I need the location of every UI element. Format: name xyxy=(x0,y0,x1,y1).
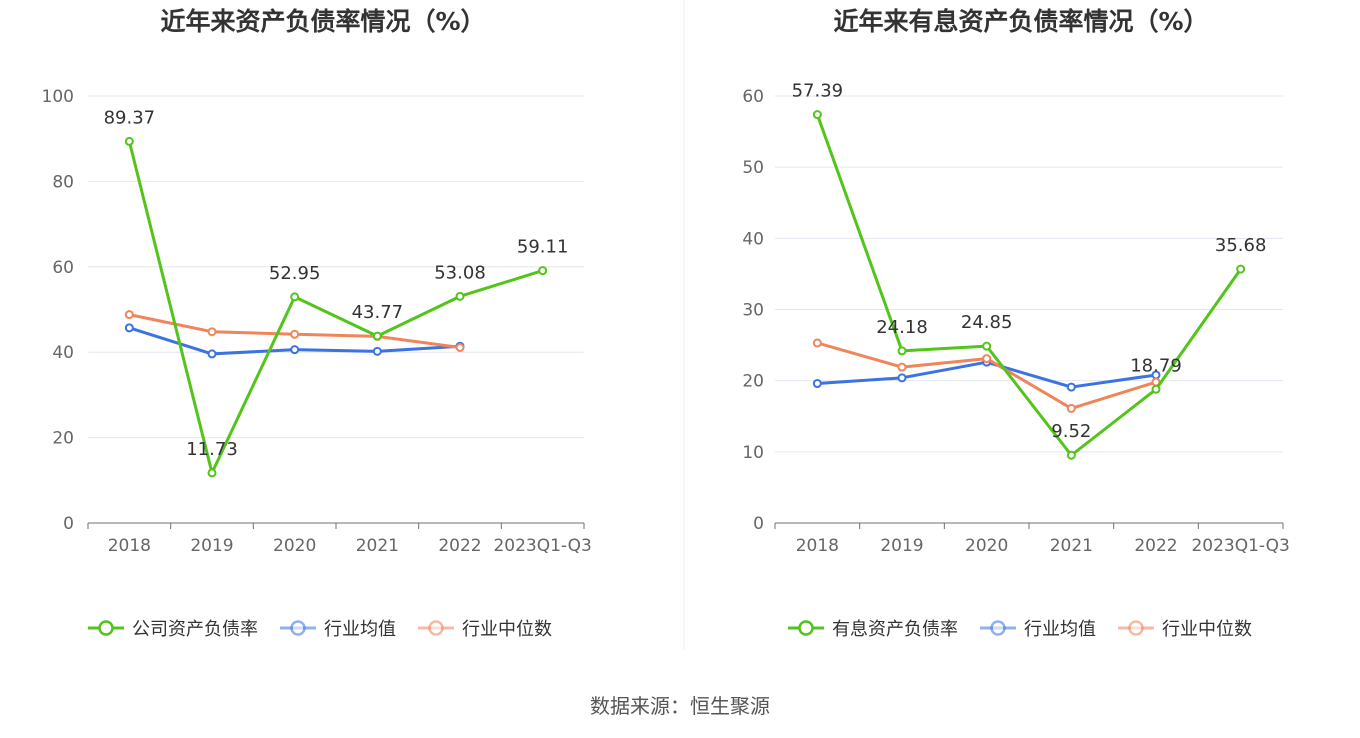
legend-label: 公司资产负债率 xyxy=(132,619,258,640)
legend-marker xyxy=(1128,620,1144,636)
data-label: 89.37 xyxy=(104,107,156,128)
legend-item-1: 公司资产负债率 xyxy=(88,619,258,640)
y-tick-label: 0 xyxy=(63,514,74,534)
y-tick-label: 40 xyxy=(52,343,74,363)
legend-item-1: 有息资产负债率 xyxy=(788,619,958,640)
legend-item-3: 行业中位数 xyxy=(1118,619,1252,640)
chart-title: 近年来资产负债率情况（%） xyxy=(160,7,485,36)
y-tick-label: 40 xyxy=(742,229,764,249)
x-tick-label: 2022 xyxy=(1134,536,1177,556)
data-point xyxy=(982,341,992,351)
series-line-3 xyxy=(816,341,1157,410)
data-label: 43.77 xyxy=(352,302,404,323)
data-point xyxy=(538,266,548,276)
x-tick-label: 2021 xyxy=(356,536,399,556)
data-point xyxy=(812,379,822,389)
y-tick-label: 60 xyxy=(52,258,74,278)
legend-label: 行业中位数 xyxy=(1162,619,1252,640)
chart-2: 近年来有息资产负债率情况（%） 0 10 20 30 40 50 60 2018 2019 2020… xyxy=(742,7,1290,640)
data-point xyxy=(897,346,907,356)
data-point xyxy=(812,338,822,348)
data-point xyxy=(897,362,907,372)
legend-marker xyxy=(290,620,306,636)
data-point xyxy=(897,373,907,383)
y-tick-label: 30 xyxy=(742,301,764,321)
x-tick-label: 2019 xyxy=(190,536,233,556)
y-tick-label: 0 xyxy=(753,514,764,534)
data-point xyxy=(372,346,382,356)
x-tick-label: 2018 xyxy=(796,536,839,556)
data-label: 11.73 xyxy=(186,439,238,460)
data-label: 57.39 xyxy=(792,81,844,102)
x-tick-label: 2023Q1-Q3 xyxy=(1191,536,1289,556)
y-tick-label: 100 xyxy=(42,87,74,107)
legend-item-2: 行业均值 xyxy=(280,619,396,640)
data-point xyxy=(982,354,992,364)
y-tick-label: 20 xyxy=(742,372,764,392)
data-label: 35.68 xyxy=(1215,235,1267,256)
data-point xyxy=(290,329,300,339)
chart-1: 近年来资产负债率情况（%） 0 20 40 60 80 100 2018 2019 2020 202… xyxy=(42,7,592,640)
legend-label: 行业中位数 xyxy=(462,619,552,640)
series-line-1 xyxy=(815,114,1242,457)
y-tick-label: 80 xyxy=(52,172,74,192)
series-line-1 xyxy=(127,141,544,475)
data-point xyxy=(124,310,134,320)
data-point xyxy=(1151,384,1161,394)
y-tick-label: 60 xyxy=(742,87,764,107)
x-tick-label: 2020 xyxy=(965,536,1008,556)
data-label: 18.79 xyxy=(1130,355,1182,376)
data-point xyxy=(812,110,822,120)
legend-marker xyxy=(428,620,444,636)
data-point xyxy=(1066,450,1076,460)
data-point xyxy=(1066,382,1076,392)
x-tick-label: 2023Q1-Q3 xyxy=(493,536,591,556)
data-point xyxy=(290,345,300,355)
legend-marker xyxy=(98,620,114,636)
data-label: 52.95 xyxy=(269,263,321,284)
x-tick-label: 2021 xyxy=(1050,536,1093,556)
data-point xyxy=(207,468,217,478)
legend-label: 行业均值 xyxy=(324,619,396,640)
data-point xyxy=(207,349,217,359)
data-point xyxy=(1236,264,1246,274)
x-tick-label: 2020 xyxy=(273,536,316,556)
data-point xyxy=(207,327,217,337)
data-label: 59.11 xyxy=(517,237,569,258)
data-label: 9.52 xyxy=(1051,421,1091,442)
y-tick-label: 10 xyxy=(742,443,764,463)
y-tick-label: 50 xyxy=(742,158,764,178)
x-tick-label: 2022 xyxy=(438,536,481,556)
data-source-note: 数据来源：恒生聚源 xyxy=(590,694,770,718)
data-point xyxy=(455,343,465,353)
data-label: 24.85 xyxy=(961,312,1013,333)
chart-title: 近年来有息资产负债率情况（%） xyxy=(833,7,1208,36)
data-point xyxy=(124,323,134,333)
data-point xyxy=(124,136,134,146)
data-point xyxy=(455,291,465,301)
legend-marker xyxy=(990,620,1006,636)
x-tick-label: 2019 xyxy=(880,536,923,556)
y-tick-label: 20 xyxy=(52,429,74,449)
data-label: 53.08 xyxy=(434,262,486,283)
legend-item-3: 行业中位数 xyxy=(418,619,552,640)
legend-marker xyxy=(798,620,814,636)
data-point xyxy=(290,292,300,302)
data-point xyxy=(372,331,382,341)
legend-item-2: 行业均值 xyxy=(980,619,1096,640)
data-point xyxy=(1066,403,1076,413)
legend-label: 有息资产负债率 xyxy=(832,619,958,640)
x-tick-label: 2018 xyxy=(108,536,151,556)
legend-label: 行业均值 xyxy=(1024,619,1096,640)
data-label: 24.18 xyxy=(876,317,928,338)
